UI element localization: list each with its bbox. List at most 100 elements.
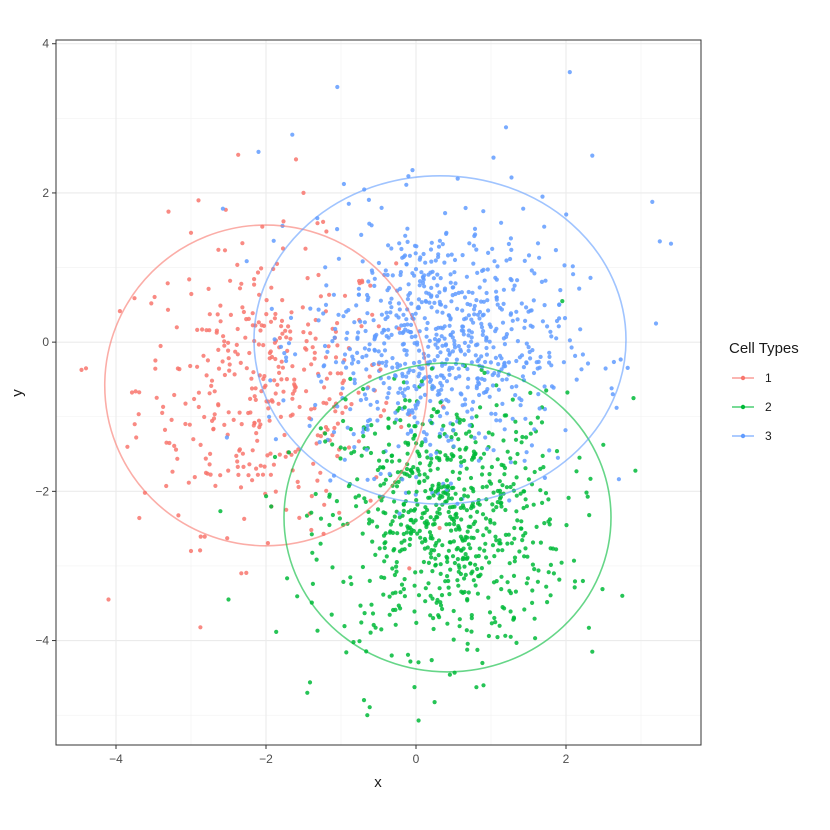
x-tick-label: 2 (563, 752, 570, 766)
point-series-2 (538, 540, 544, 545)
point-series-1 (335, 421, 340, 426)
point-series-2 (437, 434, 442, 439)
point-series-2 (362, 496, 367, 501)
point-series-3 (359, 232, 364, 237)
point-series-3 (474, 386, 479, 391)
point-series-3 (545, 324, 550, 329)
point-series-3 (424, 290, 429, 295)
point-series-2 (484, 484, 489, 489)
point-series-2 (417, 528, 422, 534)
point-series-1 (338, 391, 344, 396)
point-series-3 (398, 386, 403, 391)
point-series-3 (448, 317, 453, 322)
point-series-3 (524, 450, 529, 455)
point-series-3 (515, 278, 520, 283)
point-series-2 (462, 493, 467, 498)
point-series-2 (525, 576, 531, 581)
point-series-3 (364, 396, 369, 401)
point-series-3 (487, 339, 492, 344)
point-series-2 (445, 621, 450, 626)
point-series-2 (425, 507, 430, 513)
point-series-1 (285, 348, 290, 353)
point-series-2 (369, 423, 374, 428)
point-series-3 (383, 268, 388, 273)
point-series-1 (288, 329, 293, 334)
point-series-2 (469, 616, 474, 621)
point-series-1 (324, 229, 329, 234)
point-series-2 (451, 516, 456, 521)
point-series-2 (477, 502, 482, 507)
point-series-1 (200, 327, 205, 332)
point-series-3 (554, 336, 559, 341)
point-series-2 (450, 469, 455, 474)
point-series-2 (437, 615, 442, 620)
point-series-2 (546, 497, 551, 502)
point-series-1 (160, 410, 165, 415)
point-series-3 (366, 279, 371, 284)
point-series-2 (409, 527, 414, 532)
point-series-1 (308, 331, 313, 336)
point-series-3 (484, 335, 489, 340)
point-series-2 (402, 577, 407, 582)
point-series-3 (420, 274, 425, 280)
point-series-2 (381, 450, 386, 455)
point-series-1 (304, 389, 309, 394)
point-series-2 (402, 405, 407, 410)
point-series-3 (355, 350, 360, 355)
point-series-3 (388, 310, 393, 315)
point-series-3 (499, 220, 504, 225)
point-series-2 (428, 536, 433, 541)
point-series-2 (487, 610, 493, 615)
point-series-1 (244, 570, 249, 576)
point-series-2 (560, 299, 565, 304)
point-series-3 (405, 297, 410, 302)
point-series-2 (453, 527, 459, 532)
point-series-2 (420, 511, 425, 516)
point-series-3 (462, 352, 467, 357)
point-series-3 (488, 360, 493, 365)
point-series-1 (283, 454, 288, 459)
point-series-2 (468, 475, 474, 481)
point-series-2 (366, 521, 372, 526)
point-series-1 (290, 396, 295, 401)
point-series-3 (477, 381, 482, 386)
point-series-3 (469, 339, 474, 344)
point-series-2 (456, 569, 461, 574)
point-series-3 (446, 399, 451, 404)
point-series-3 (509, 327, 514, 332)
point-series-3 (618, 357, 623, 362)
point-series-2 (466, 590, 471, 595)
point-series-1 (137, 390, 142, 395)
point-series-1 (260, 472, 266, 477)
plot-panel (56, 40, 701, 745)
point-series-3 (330, 339, 335, 344)
point-series-3 (540, 319, 546, 324)
point-series-3 (344, 336, 349, 341)
point-series-3 (524, 361, 529, 366)
point-series-2 (482, 370, 487, 375)
point-series-2 (438, 600, 443, 605)
point-series-1 (187, 422, 192, 427)
point-series-1 (235, 464, 240, 469)
point-series-2 (532, 469, 537, 475)
point-series-1 (196, 404, 201, 410)
point-series-3 (501, 287, 506, 292)
point-series-3 (342, 352, 348, 357)
point-series-3 (387, 386, 392, 391)
point-series-3 (224, 435, 229, 440)
point-series-2 (423, 489, 428, 494)
point-series-3 (430, 383, 435, 388)
point-series-1 (205, 358, 210, 363)
point-series-1 (218, 303, 223, 308)
point-series-3 (555, 455, 561, 460)
point-series-1 (368, 283, 373, 288)
point-series-2 (424, 524, 429, 530)
point-series-1 (328, 371, 333, 376)
point-series-2 (502, 472, 507, 477)
point-series-3 (389, 332, 394, 337)
point-series-3 (526, 253, 532, 258)
point-series-3 (479, 299, 484, 304)
point-series-1 (335, 321, 340, 326)
point-series-2 (309, 510, 314, 515)
point-series-2 (521, 505, 526, 511)
